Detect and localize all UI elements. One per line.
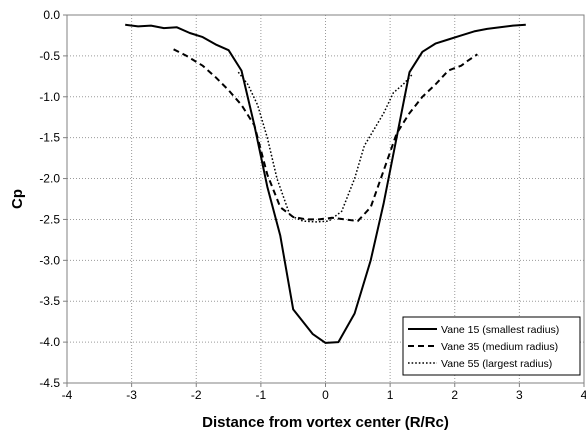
series-line-1 — [125, 23, 526, 344]
x-tick-label: 3 — [516, 388, 523, 402]
legend-label-2: Vane 35 (medium radius) — [441, 341, 558, 353]
y-tick-label: -4.5 — [39, 376, 60, 390]
x-tick-label: 1 — [387, 388, 394, 402]
x-axis-ticks: -4 -3 -2 -1 0 1 2 3 4 — [62, 383, 586, 402]
x-tick-label: -3 — [126, 388, 137, 402]
y-axis-ticks: 0.0 -0.5 -1.0 -1.5 -2.0 -2.5 -3.0 -3.5 -4.0 -4.5 — [39, 8, 67, 390]
x-tick-label: -4 — [62, 388, 73, 402]
y-tick-label: -1.5 — [39, 131, 60, 145]
y-tick-label: -0.5 — [39, 49, 60, 63]
y-tick-label: -2.0 — [39, 172, 60, 186]
legend-label-1: Vane 15 (smallest radius) — [441, 324, 559, 336]
y-tick-label: 0.0 — [43, 8, 60, 22]
y-tick-label: -3.5 — [39, 294, 60, 308]
y-tick-label: -3.0 — [39, 253, 60, 267]
legend-label-3: Vane 55 (largest radius) — [441, 358, 552, 370]
x-tick-label: -2 — [191, 388, 202, 402]
y-tick-label: -2.5 — [39, 212, 60, 226]
x-tick-label: 4 — [581, 388, 586, 402]
y-tick-label: -1.0 — [39, 90, 60, 104]
x-tick-label: 0 — [322, 388, 329, 402]
legend: Vane 15 (smallest radius) Vane 35 (medium… — [402, 316, 581, 376]
series-layer — [125, 23, 526, 344]
y-tick-label: -4.0 — [39, 335, 60, 349]
x-tick-label: -1 — [256, 388, 267, 402]
y-axis-title: Cp — [9, 189, 26, 209]
x-axis-title: Distance from vortex center (R/Rc) — [202, 414, 449, 431]
legend-items: Vane 15 (smallest radius) Vane 35 (medium… — [408, 324, 559, 370]
x-tick-label: 2 — [451, 388, 458, 402]
series-line-3 — [237, 71, 414, 223]
